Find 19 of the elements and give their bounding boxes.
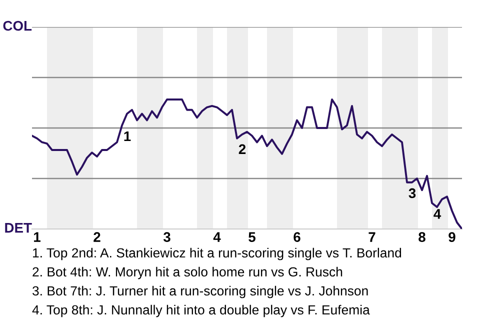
x-tick-label: 3 <box>163 232 170 242</box>
x-tick-label: 1 <box>34 232 40 242</box>
text: COL <box>3 20 32 31</box>
annotation: 1 <box>124 131 131 142</box>
x-tick-label: 7 <box>368 232 376 242</box>
text: 4. Top 8th: J. Nunnally hit into a double play vs F. Eufemia <box>32 304 370 318</box>
text: 3. Bot 7th: J. Turner hit a run-scoring single vs J. Johnson <box>32 286 368 298</box>
x-tick-label: 2 <box>94 232 100 242</box>
text: 2. Bot 4th: W. Moryn hit a solo home run vs G. Rusch <box>32 266 342 280</box>
annotation: 4 <box>434 209 442 219</box>
text: 1. Top 2nd: A. Stankiewicz hit a run-scoring single vs T. Borland <box>33 248 402 260</box>
x-tick-label: 9 <box>448 232 456 242</box>
x-tick-label: 5 <box>248 232 256 242</box>
x-tick-label: 4 <box>213 232 221 242</box>
x-tick-label: 8 <box>418 232 426 242</box>
annotation: 2 <box>238 144 246 154</box>
text: DET <box>5 223 32 233</box>
x-tick-label: 6 <box>294 232 300 242</box>
annotation: 3 <box>408 188 416 198</box>
